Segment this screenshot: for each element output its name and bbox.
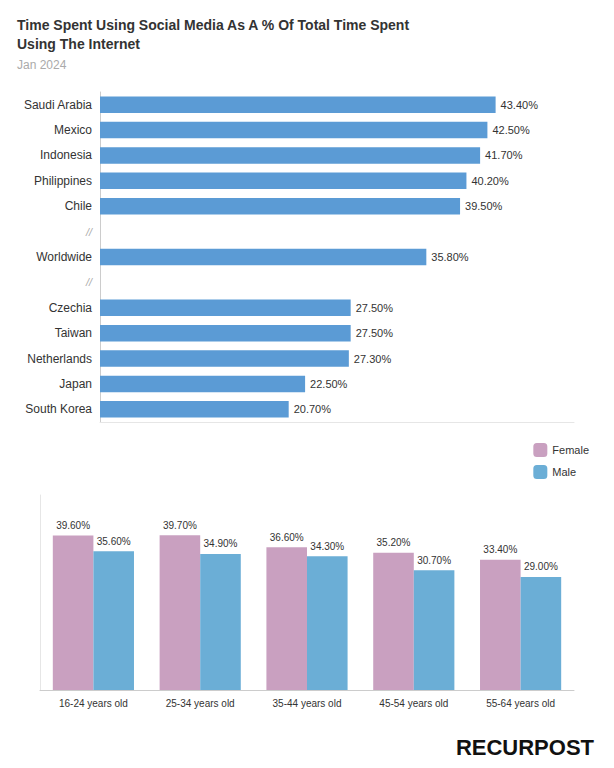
svg-text:36.60%: 36.60% (270, 532, 304, 543)
svg-text://: // (85, 226, 93, 238)
svg-text:Jan 2024: Jan 2024 (17, 58, 67, 72)
svg-text:Netherlands: Netherlands (27, 352, 92, 366)
svg-text:35.60%: 35.60% (97, 536, 131, 547)
svg-text:Male: Male (552, 466, 576, 478)
svg-text:20.70%: 20.70% (294, 403, 332, 415)
svg-text:16-24 years old: 16-24 years old (59, 698, 128, 709)
svg-text:40.20%: 40.20% (471, 175, 509, 187)
svg-text:27.30%: 27.30% (354, 353, 392, 365)
svg-text:41.70%: 41.70% (485, 149, 523, 161)
svg-text:25-34 years old: 25-34 years old (166, 698, 235, 709)
svg-text:35.20%: 35.20% (377, 537, 411, 548)
svg-text:34.90%: 34.90% (204, 538, 238, 549)
svg-text:Taiwan: Taiwan (55, 326, 92, 340)
svg-text:22.50%: 22.50% (310, 378, 348, 390)
svg-text:Female: Female (552, 444, 589, 456)
svg-text:39.50%: 39.50% (465, 200, 503, 212)
svg-text:Time Spent Using Social Media: Time Spent Using Social Media As A % Of … (17, 17, 409, 33)
svg-text:34.30%: 34.30% (310, 541, 344, 552)
svg-text:Chile: Chile (65, 199, 93, 213)
svg-text:Worldwide: Worldwide (36, 250, 92, 264)
svg-text:35-44 years old: 35-44 years old (273, 698, 342, 709)
svg-text:55-64 years old: 55-64 years old (486, 698, 555, 709)
svg-text:Philippines: Philippines (34, 174, 92, 188)
svg-text:Saudi Arabia: Saudi Arabia (24, 98, 92, 112)
svg-text:30.70%: 30.70% (417, 555, 451, 566)
svg-text:27.50%: 27.50% (356, 327, 394, 339)
svg-text:33.40%: 33.40% (483, 544, 517, 555)
svg-text:39.70%: 39.70% (163, 520, 197, 531)
svg-text:35.80%: 35.80% (431, 251, 469, 263)
svg-text:42.50%: 42.50% (492, 124, 530, 136)
svg-text:27.50%: 27.50% (356, 302, 394, 314)
svg-text://: // (85, 276, 93, 288)
svg-text:Czechia: Czechia (49, 301, 93, 315)
svg-text:RECURPOST: RECURPOST (456, 735, 595, 760)
svg-text:Mexico: Mexico (54, 123, 92, 137)
svg-text:39.60%: 39.60% (56, 520, 90, 531)
svg-text:Indonesia: Indonesia (40, 148, 92, 162)
svg-text:43.40%: 43.40% (501, 99, 539, 111)
svg-text:45-54 years old: 45-54 years old (379, 698, 448, 709)
svg-text:South Korea: South Korea (25, 402, 92, 416)
svg-text:29.00%: 29.00% (524, 561, 558, 572)
svg-text:Using The Internet: Using The Internet (17, 36, 140, 52)
svg-text:Japan: Japan (59, 377, 92, 391)
